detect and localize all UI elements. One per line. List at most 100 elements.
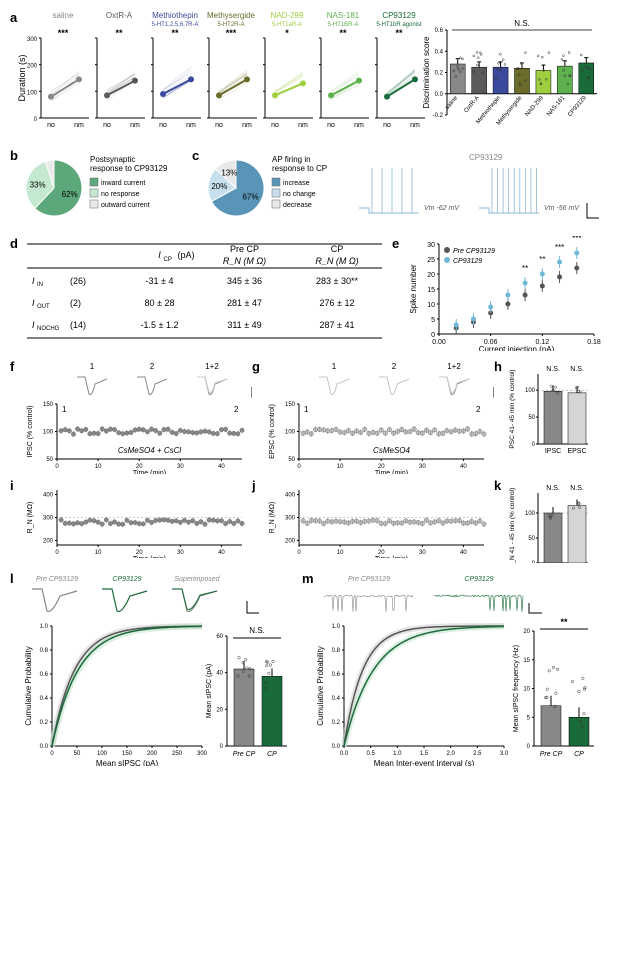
svg-text:1.5: 1.5 — [420, 751, 429, 757]
svg-text:response to CP: response to CP — [272, 164, 327, 173]
svg-text:no: no — [103, 122, 111, 129]
svg-text:outward current: outward current — [101, 202, 150, 209]
svg-text:1+2: 1+2 — [447, 362, 461, 371]
svg-text:-0.2: -0.2 — [433, 113, 444, 119]
svg-text:2: 2 — [150, 362, 155, 371]
svg-text:Time (min): Time (min) — [133, 470, 166, 474]
svg-text:IPSC (% control): IPSC (% control) — [27, 405, 34, 457]
svg-text:Pre CP93129: Pre CP93129 — [348, 576, 390, 583]
svg-text:AP firing in: AP firing in — [272, 155, 311, 164]
svg-text:OxtR-A: OxtR-A — [106, 11, 133, 20]
svg-text:*: * — [285, 28, 289, 38]
svg-text:CP: CP — [267, 751, 277, 758]
svg-text:Vm -62 mV: Vm -62 mV — [424, 205, 460, 212]
svg-text:30: 30 — [419, 464, 426, 470]
svg-text:0.0: 0.0 — [435, 92, 444, 98]
svg-text:1: 1 — [304, 405, 309, 414]
svg-text:0: 0 — [55, 550, 59, 556]
svg-text:CsMeSO4: CsMeSO4 — [373, 446, 410, 455]
svg-text:25: 25 — [427, 257, 435, 264]
svg-text:5: 5 — [431, 317, 435, 324]
svg-text:20: 20 — [427, 272, 435, 279]
svg-text:0: 0 — [34, 117, 38, 123]
svg-text:1.0: 1.0 — [393, 751, 402, 757]
svg-text:**: ** — [396, 28, 404, 38]
svg-text:Pre CP: Pre CP — [230, 244, 259, 254]
panel-c-pie: 67%20%13%AP firing inresponse to CPincre… — [204, 148, 604, 228]
svg-text:0.0: 0.0 — [340, 751, 349, 757]
svg-text:Time (min): Time (min) — [375, 470, 408, 474]
svg-text:NOCHG: NOCHG — [37, 326, 60, 332]
svg-text:nm: nm — [298, 122, 308, 129]
svg-text:10: 10 — [427, 302, 435, 309]
svg-text:Superimposed: Superimposed — [174, 576, 220, 583]
svg-text:345 ± 36: 345 ± 36 — [227, 276, 262, 286]
svg-text:20: 20 — [378, 464, 385, 470]
panel-k-chart: R_N 41 - 45 min (% control)050100IPSCN.S… — [506, 478, 596, 563]
svg-text:0.6: 0.6 — [435, 28, 444, 34]
svg-text:Pre CP93129: Pre CP93129 — [36, 576, 78, 583]
svg-text:***: *** — [226, 28, 237, 38]
svg-text:0.4: 0.4 — [40, 696, 49, 702]
panel-f-label: f — [10, 359, 22, 374]
svg-text:400: 400 — [43, 493, 54, 499]
panel-b-pie: 62%33%Postsynapticresponse to CP93129inw… — [22, 148, 192, 228]
svg-text:saline: saline — [53, 11, 74, 20]
svg-text:0.8: 0.8 — [40, 648, 49, 654]
svg-text:Pre CP: Pre CP — [233, 751, 256, 758]
svg-text:50: 50 — [288, 457, 295, 463]
svg-text:Time (min): Time (min) — [375, 556, 408, 558]
svg-text:no: no — [215, 122, 223, 129]
svg-text:276 ± 12: 276 ± 12 — [320, 298, 355, 308]
svg-text:2: 2 — [476, 405, 481, 414]
svg-text:Vm -56 mV: Vm -56 mV — [544, 205, 580, 212]
svg-text:I: I — [32, 276, 35, 286]
svg-text:100: 100 — [285, 430, 296, 436]
panel-g-chart: 121+2EPSC (% control)Time (min)501001500… — [264, 359, 494, 474]
svg-text:300: 300 — [43, 516, 54, 522]
svg-text:0.2: 0.2 — [40, 720, 49, 726]
svg-text:1.0: 1.0 — [332, 624, 341, 630]
panel-bc-row: b 62%33%Postsynapticresponse to CP93129i… — [10, 148, 613, 228]
svg-text:287 ± 41: 287 ± 41 — [320, 320, 355, 330]
svg-text:Pre CP: Pre CP — [540, 751, 563, 758]
svg-text:67%: 67% — [242, 193, 258, 202]
svg-text:Mean sIPSC frequency (Hz): Mean sIPSC frequency (Hz) — [513, 645, 520, 732]
svg-text:CP93129: CP93129 — [567, 95, 588, 119]
svg-text:no: no — [159, 122, 167, 129]
panel-a-chart: Duration (s)saline***0100200300nonmOxtR-… — [17, 10, 607, 140]
svg-text:Mean sIPSC (pA): Mean sIPSC (pA) — [206, 664, 213, 718]
svg-text:13%: 13% — [221, 169, 237, 178]
svg-text:I: I — [32, 298, 35, 308]
svg-text:0.00: 0.00 — [432, 339, 446, 346]
svg-text:**: ** — [340, 28, 348, 38]
panel-ijk-row: i R_N (MΩ)Time (min)200300400010203040 j… — [10, 478, 613, 563]
svg-text:(2): (2) — [70, 298, 81, 308]
svg-text:20: 20 — [523, 629, 530, 635]
svg-text:EPSC (% control): EPSC (% control) — [269, 404, 276, 459]
svg-text:40: 40 — [218, 550, 225, 556]
svg-text:20: 20 — [216, 707, 223, 713]
svg-text:N.S.: N.S. — [546, 485, 560, 492]
svg-text:**: ** — [560, 617, 568, 627]
svg-text:OxtR-A: OxtR-A — [464, 95, 481, 114]
svg-text:Methysergide: Methysergide — [207, 11, 256, 20]
svg-text:0.4: 0.4 — [435, 49, 444, 55]
panel-i-label: i — [10, 478, 22, 493]
svg-text:***: *** — [572, 236, 581, 243]
svg-text:R_N (M Ω): R_N (M Ω) — [223, 256, 266, 266]
panel-g-label: g — [252, 359, 264, 374]
svg-text:0: 0 — [532, 561, 536, 563]
svg-text:N.S.: N.S. — [514, 19, 530, 28]
panel-h-chart: PSC 41- 45 min (% control)050100IPSCN.S.… — [506, 359, 596, 474]
svg-text:400: 400 — [285, 493, 296, 499]
svg-text:no: no — [327, 122, 335, 129]
svg-text:20: 20 — [136, 464, 143, 470]
svg-text:**: ** — [539, 255, 545, 264]
panel-l-label: l — [10, 571, 22, 586]
svg-text:IPSC: IPSC — [545, 448, 561, 455]
svg-text:no: no — [383, 122, 391, 129]
svg-text:Duration (s): Duration (s) — [17, 54, 27, 101]
svg-text:OUT: OUT — [37, 304, 50, 310]
svg-text:10: 10 — [523, 687, 530, 693]
